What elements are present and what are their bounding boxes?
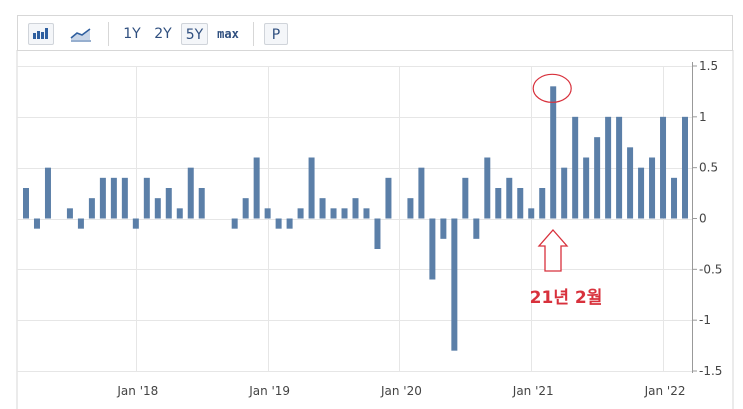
bar [374, 218, 381, 249]
chart-annotation: 21년 2월 [530, 73, 603, 308]
bar [605, 116, 612, 219]
bar [297, 208, 304, 219]
bar [418, 167, 425, 219]
bar [451, 218, 458, 351]
bar [385, 177, 392, 219]
bar [132, 218, 139, 229]
bar [23, 188, 29, 219]
bar [517, 188, 524, 219]
y-tick-label: -1.5 [699, 364, 722, 378]
bar-chart-icon-button[interactable] [28, 23, 54, 45]
x-tick-label: Jan '18 [116, 384, 158, 398]
bar [363, 208, 370, 219]
toolbar-separator [108, 22, 109, 46]
bar [616, 116, 623, 219]
bar [275, 218, 282, 229]
bar [308, 157, 315, 219]
bar [572, 116, 579, 219]
range-max-button[interactable]: max [217, 27, 239, 41]
bar [88, 198, 95, 219]
bar [649, 157, 656, 219]
bar [319, 198, 326, 219]
x-tick-label: Jan '19 [248, 384, 290, 398]
chart-toolbar: 1Y 2Y 5Y max P [17, 15, 733, 51]
bar [176, 208, 183, 219]
bar [187, 167, 194, 219]
bar [110, 177, 117, 219]
bar [341, 208, 348, 219]
range-2y-button[interactable]: 2Y [154, 26, 172, 42]
bar [506, 177, 513, 219]
highlight-circle [532, 73, 572, 103]
bar [484, 157, 491, 219]
bar [154, 198, 161, 219]
y-axis: 1.5 1 0.5 0 -0.5 -1 -1.5 [692, 59, 722, 378]
chart-grid [17, 66, 692, 372]
y-tick-label: 0 [699, 212, 707, 226]
bar [671, 177, 678, 219]
x-tick-label: Jan '22 [644, 384, 686, 398]
bar [473, 218, 480, 239]
bar [495, 188, 502, 219]
range-5y-button[interactable]: 5Y [181, 23, 208, 45]
bar [66, 208, 73, 219]
bar [462, 177, 469, 219]
up-arrow [537, 229, 569, 272]
bar [539, 188, 546, 219]
bar [550, 86, 557, 219]
bar [528, 208, 535, 219]
x-tick-label: Jan '20 [380, 384, 422, 398]
bar [242, 198, 249, 219]
bar [682, 116, 688, 219]
bar [561, 167, 568, 219]
y-tick-label: -1 [699, 313, 711, 327]
bar [165, 188, 172, 219]
line-chart-icon [70, 28, 91, 42]
y-tick-label: 1.5 [699, 59, 718, 73]
annotation-label: 21년 2월 [530, 288, 603, 308]
bar [253, 157, 260, 219]
bar [33, 218, 40, 229]
line-chart-icon-button[interactable] [68, 23, 94, 45]
bar [44, 167, 51, 219]
bar [638, 167, 645, 219]
bar [352, 198, 359, 219]
toolbar-separator [253, 22, 254, 46]
y-tick-label: 1 [699, 110, 707, 124]
bar [231, 218, 238, 229]
chart-bars [23, 86, 688, 351]
bar [121, 177, 128, 219]
bar [440, 218, 447, 239]
bar [583, 157, 590, 219]
plot-frame [16, 50, 734, 409]
y-tick-label: 0.5 [699, 161, 718, 175]
bar-chart-icon [33, 28, 48, 39]
bar [264, 208, 271, 219]
x-tick-label: Jan '21 [512, 384, 554, 398]
bar [627, 147, 634, 219]
y-tick-label: -0.5 [699, 262, 722, 276]
bar [407, 198, 414, 219]
bar [330, 208, 337, 219]
bar [198, 188, 205, 219]
x-axis: Jan '18 Jan '19 Jan '20 Jan '21 Jan '22 [116, 384, 685, 398]
bar [660, 116, 667, 219]
bar [99, 177, 106, 219]
range-1y-button[interactable]: 1Y [123, 26, 141, 42]
bar [143, 177, 150, 219]
p-button[interactable]: P [264, 23, 288, 45]
bar [429, 218, 436, 280]
bar [286, 218, 293, 229]
bar [77, 218, 84, 229]
bar [594, 137, 601, 219]
